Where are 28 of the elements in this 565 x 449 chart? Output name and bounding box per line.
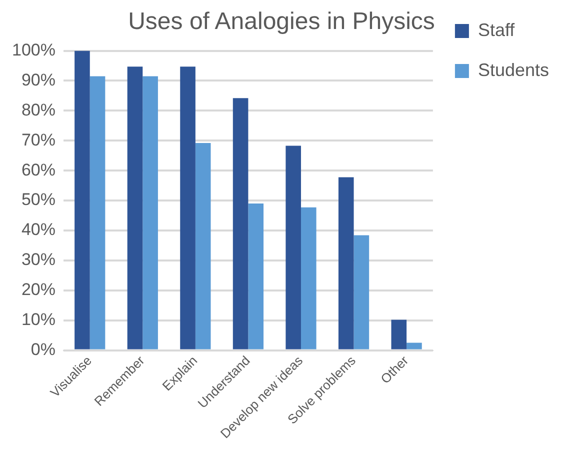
bar [180,66,196,350]
y-tick-label: 20% [21,280,56,300]
legend-label: Students [478,60,550,80]
y-tick-label: 0% [30,340,56,359]
y-tick-label: 10% [21,310,56,330]
bar [232,98,248,350]
y-tick-label: 30% [21,250,56,270]
bar [406,342,422,350]
y-tick-label: 50% [21,190,56,210]
y-tick-label: 70% [21,130,56,150]
y-tick-label: 60% [21,160,56,180]
chart-title: Uses of Analogies in Physics [128,8,435,36]
y-tick-label: 80% [21,100,56,120]
bar [354,235,370,350]
legend-label: Staff [478,20,516,40]
bar [286,146,301,350]
y-tick-label: 100% [12,40,56,60]
bar [142,76,158,350]
bar [248,204,264,350]
bar [195,143,211,350]
y-tick-label: 90% [21,70,56,90]
bar [90,76,106,350]
bar [391,320,407,350]
bar [338,177,354,350]
y-tick-label: 40% [21,220,56,240]
bar [300,207,316,350]
bar [127,66,143,350]
bar [74,50,90,350]
